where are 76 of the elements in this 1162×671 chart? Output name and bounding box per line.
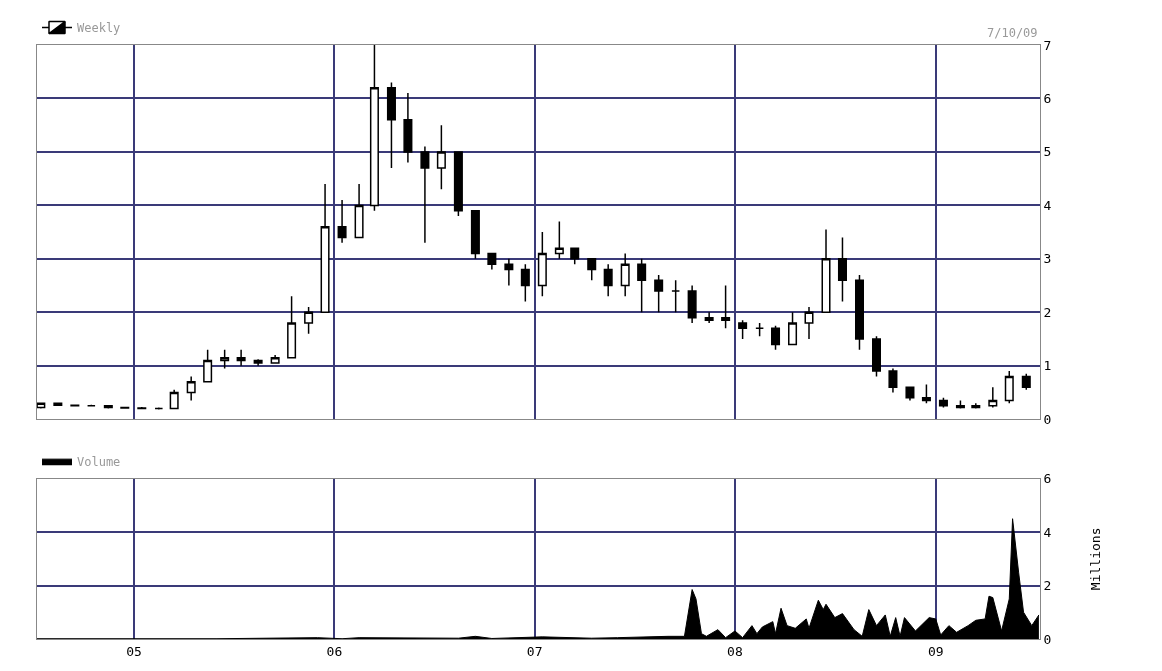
candlestick (186, 375, 196, 402)
candlestick (821, 228, 831, 314)
candlestick (1004, 370, 1014, 404)
candlestick (905, 386, 915, 402)
candlestick (888, 367, 898, 394)
candlestick (637, 258, 647, 314)
candlestick (654, 274, 664, 314)
candlestick (587, 258, 597, 281)
candlestick (620, 252, 630, 298)
y-tick-label: 7 (1043, 37, 1052, 53)
y-tick-label: 5 (1043, 144, 1052, 160)
candlestick (804, 306, 814, 340)
candlestick (453, 151, 463, 217)
y-tick-label: 0 (1043, 631, 1052, 647)
candlestick (403, 92, 413, 164)
candlestick (921, 383, 931, 404)
candlestick (537, 231, 547, 298)
y-axis-title: Millions (1088, 527, 1104, 591)
y-tick-label: 0 (1043, 411, 1052, 427)
candlestick (1021, 373, 1031, 391)
text: 7/10/09 (987, 26, 1038, 40)
x-tick-label: 06 (326, 643, 343, 659)
x-tick-label: 07 (526, 643, 543, 659)
candlestick (738, 319, 748, 340)
candlestick (386, 81, 396, 169)
candlestick (337, 199, 347, 244)
candlestick (687, 284, 697, 324)
candlestick (37, 402, 46, 410)
y-tick-label: 2 (1043, 578, 1052, 594)
y-tick-label: 4 (1043, 197, 1052, 213)
y-tick-label: 6 (1043, 91, 1052, 107)
candlestick (154, 406, 164, 411)
candlestick (554, 220, 564, 260)
candlestick (236, 348, 246, 367)
candlestick (203, 348, 213, 383)
y-tick-label: 2 (1043, 304, 1052, 320)
candlestick (53, 402, 63, 407)
candlestick (86, 404, 96, 408)
candlestick (436, 124, 446, 191)
candlestick (520, 263, 530, 303)
y-tick-label: 6 (1043, 471, 1052, 487)
candlestick (788, 311, 798, 346)
legend-label: Weekly (77, 21, 121, 36)
candlestick (671, 279, 681, 314)
candlestick (603, 263, 613, 298)
candlestick (354, 183, 364, 239)
y-tick-label: 3 (1043, 251, 1052, 267)
candlestick (570, 247, 580, 265)
candlestick (721, 284, 731, 330)
candlestick (470, 209, 480, 260)
candlestick (837, 236, 847, 303)
candlestick (220, 348, 230, 370)
candlestick (971, 402, 981, 410)
x-tick-label: 09 (927, 643, 944, 659)
y-tick-label: 1 (1043, 358, 1052, 374)
candlestick (287, 295, 297, 359)
x-tick-label: 08 (727, 643, 743, 659)
candlestick (938, 397, 948, 409)
candlestick (270, 354, 280, 364)
candlestick (871, 335, 882, 378)
x-tick-label: 05 (126, 643, 142, 659)
candlestick (169, 389, 179, 410)
candlestick (320, 183, 330, 314)
legend-label: Volume (77, 454, 121, 469)
candlestick (755, 322, 765, 338)
candlestick (487, 252, 497, 271)
candlestick (369, 45, 379, 212)
y-tick-label: 4 (1043, 524, 1052, 540)
candlestick (854, 274, 864, 351)
candlestick (420, 145, 430, 244)
candlestick (988, 386, 998, 409)
candlestick (304, 306, 314, 335)
candlestick (504, 258, 514, 287)
candlestick (253, 358, 263, 367)
candlestick (704, 311, 714, 324)
candlestick (771, 324, 781, 351)
